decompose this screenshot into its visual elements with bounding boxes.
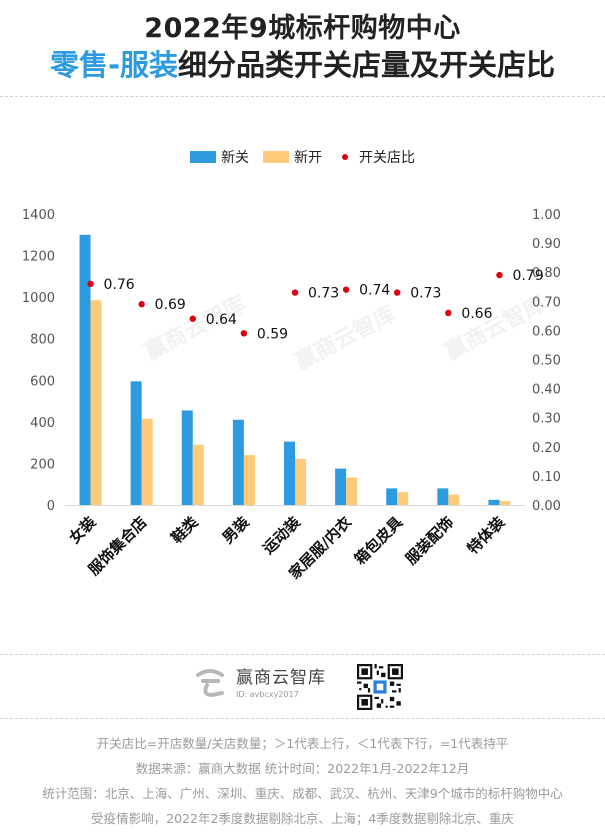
qr-code-icon — [357, 664, 403, 710]
ratio-point — [240, 330, 248, 337]
y-left-tick-label: 400 — [30, 416, 55, 431]
bar-opened — [192, 444, 204, 505]
y-right-tick-label: 0.70 — [532, 295, 561, 310]
y-left-tick-label: 600 — [30, 374, 55, 389]
y-right-tick-label: 0.00 — [532, 499, 561, 514]
y-right-tick-label: 1.00 — [532, 208, 561, 223]
ratio-point — [394, 289, 401, 296]
ratio-data-label: 0.69 — [155, 297, 186, 313]
legend-marker-ratio — [342, 154, 348, 160]
ratio-data-label: 0.76 — [104, 277, 135, 293]
footnote-scope: 统计范围：北京、上海、广州、深圳、重庆、成都、武汉、杭州、天津9个城市的标杆购物… — [42, 786, 563, 801]
y-left-tick-label: 1200 — [22, 250, 55, 265]
ratio-point — [87, 280, 94, 288]
legend-item-closed: 新关 — [190, 147, 249, 167]
ratio-data-label: 0.74 — [359, 283, 390, 299]
bar-closed — [79, 234, 91, 505]
y-left-tick-label: 0 — [47, 499, 55, 514]
y-left-tick-label: 1000 — [22, 291, 55, 306]
bar-opened — [90, 300, 102, 505]
ratio-data-label: 0.59 — [257, 326, 288, 342]
watermark: 赢商云智库 — [291, 301, 400, 376]
legend-label-opened: 新开 — [294, 150, 322, 166]
legend-label-closed: 新关 — [221, 150, 249, 166]
y-right-tick-label: 0.60 — [532, 324, 561, 339]
bar-closed — [437, 488, 449, 505]
chart-title-line1: 2022年9城标杆购物中心 — [144, 13, 461, 44]
ratio-point — [291, 289, 299, 296]
bar-closed — [232, 419, 244, 505]
y-right-tick-label: 0.40 — [532, 383, 561, 398]
x-tick-label: 特体装 — [464, 512, 509, 557]
chart-legend: 新关 新开 开关店比 — [0, 147, 605, 167]
y-right-tick-label: 0.30 — [532, 412, 561, 427]
ratio-point — [138, 301, 145, 308]
y-right-tick-label: 0.10 — [532, 470, 561, 485]
bar-opened — [295, 458, 306, 505]
footnote-source: 数据来源：赢商大数据 统计时间：2022年1月-2022年12月 — [135, 761, 470, 776]
legend-swatch-closed — [190, 151, 216, 163]
x-tick-label: 箱包皮具 — [351, 513, 406, 568]
legend-item-ratio: 开关店比 — [336, 147, 415, 167]
y-right-tick-label: 0.50 — [532, 354, 561, 369]
x-tick-label: 女装 — [65, 512, 100, 547]
bar-closed — [181, 410, 193, 505]
y-left-tick-label: 200 — [30, 457, 55, 472]
chart-canvas: 赢商云智库 赢商云智库 赢商云智库0200400600800100012001400… — [22, 208, 561, 583]
ratio-data-label: 0.73 — [308, 286, 339, 302]
bar-opened — [448, 494, 460, 505]
bottom-divider — [0, 718, 605, 719]
legend-swatch-opened — [263, 151, 289, 163]
bar-closed — [130, 381, 142, 505]
bar-opened — [346, 477, 358, 505]
brand-mark-icon — [196, 669, 224, 698]
ratio-point — [445, 309, 452, 317]
y-left-tick-label: 1400 — [22, 208, 55, 223]
bar-opened — [499, 500, 511, 505]
ratio-point — [342, 286, 350, 293]
brand-logo: 赢商云智库 ID: avbcxy2017 — [192, 663, 326, 699]
bar-opened — [141, 418, 153, 505]
footnote-ratio-definition: 开关店比=开店数量/关店数量；＞1代表上行，＜1代表下行，=1代表持平 — [96, 736, 509, 751]
bar-opened — [243, 455, 255, 505]
ratio-data-label: 0.79 — [512, 268, 543, 284]
ratio-data-label: 0.64 — [206, 312, 237, 328]
y-left-tick-label: 800 — [30, 333, 55, 348]
bar-opened — [397, 492, 409, 505]
title-highlight: 零售-服装 — [49, 48, 179, 82]
y-right-tick-label: 0.90 — [532, 237, 561, 252]
legend-item-opened: 新开 — [263, 147, 322, 167]
brand-name: 赢商云智库 — [236, 668, 326, 688]
ratio-data-label: 0.73 — [410, 286, 441, 302]
x-tick-label: 服装配饰 — [402, 513, 457, 568]
x-tick-label: 运动装 — [259, 512, 304, 557]
bar-closed — [284, 441, 295, 505]
top-divider — [0, 96, 605, 97]
bar-closed — [386, 488, 398, 505]
brand-id: ID: avbcxy2017 — [236, 690, 299, 699]
y-right-tick-label: 0.80 — [532, 266, 561, 281]
y-right-tick-label: 0.20 — [532, 441, 561, 456]
title-rest: 细分品类开关店量及开关店比 — [178, 48, 556, 82]
ratio-point — [496, 271, 503, 279]
footnote-covid: 受疫情影响，2022年2季度数据剔除北京、上海；4季度数据剔除北京、重庆 — [91, 811, 514, 826]
chart-title-line2: 零售-服装细分品类开关店量及开关店比 — [0, 42, 605, 84]
mid-divider — [0, 654, 605, 655]
bar-closed — [488, 499, 500, 505]
ratio-data-label: 0.66 — [461, 306, 492, 322]
bar-closed — [335, 468, 347, 505]
legend-label-ratio: 开关店比 — [359, 150, 415, 166]
x-tick-label: 男装 — [219, 512, 254, 547]
x-tick-label: 鞋类 — [168, 512, 203, 547]
ratio-point — [189, 315, 196, 322]
